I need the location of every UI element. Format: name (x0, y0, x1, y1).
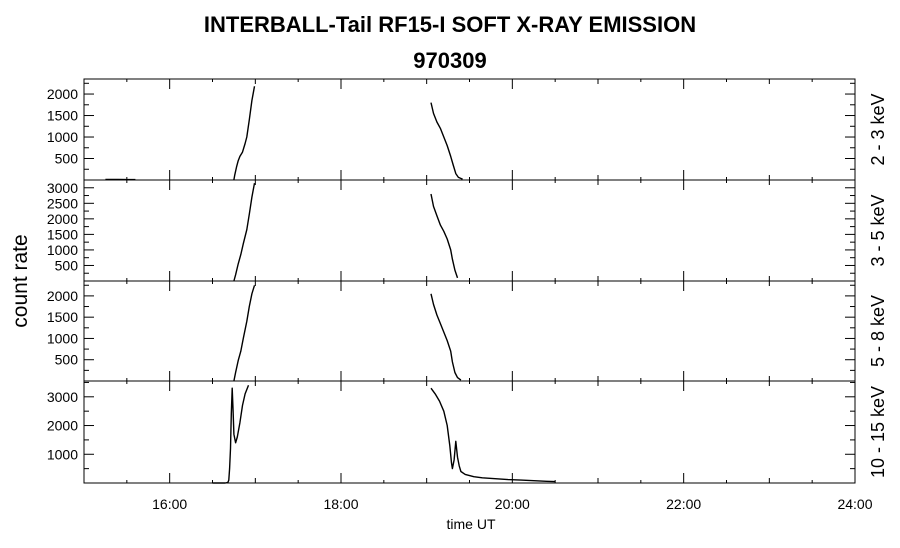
y-tick-label: 500 (55, 151, 79, 167)
panel-frame-2 (83, 179, 856, 282)
series-2-segment-1 (233, 182, 256, 282)
y-tick-label: 2500 (47, 195, 78, 211)
channel-label-2: 3 - 5 keV (868, 194, 888, 266)
x-tick-label: 18:00 (323, 496, 358, 512)
series-3-segment-1 (233, 285, 256, 382)
series-1-segment-2 (233, 86, 256, 180)
y-tick-label: 2000 (47, 211, 78, 227)
y-tick-label: 2000 (47, 288, 78, 304)
y-tick-label: 1000 (47, 446, 78, 462)
x-tick-label: 24:00 (837, 496, 872, 512)
series-2-segment-2 (430, 193, 459, 279)
series-4-segment-2 (430, 387, 556, 483)
chart-subtitle: 970309 (413, 48, 487, 73)
channel-label-3: 5 - 8 keV (868, 295, 888, 367)
chart-title: INTERBALL-Tail RF15-I SOFT X-RAY EMISSIO… (203, 12, 697, 37)
panel-frame-1 (83, 78, 856, 181)
y-tick-label: 1000 (47, 129, 78, 145)
y-axis-label: count rate (9, 234, 32, 327)
y-tick-label: 1500 (47, 226, 78, 242)
x-tick-label: 20:00 (495, 496, 530, 512)
y-tick-label: 500 (55, 352, 79, 368)
panel-frame-3 (83, 280, 856, 382)
x-axis-label: time UT (447, 516, 496, 532)
y-tick-label: 500 (55, 257, 79, 273)
y-tick-label: 2000 (47, 418, 78, 434)
series-1-segment-3 (430, 102, 463, 180)
series-3-segment-2 (430, 293, 462, 381)
y-tick-label: 1000 (47, 242, 78, 258)
x-tick-label: 16:00 (152, 496, 187, 512)
y-tick-label: 1000 (47, 330, 78, 346)
y-tick-label: 3000 (47, 180, 78, 196)
channel-label-4: 10 - 15 keV (868, 386, 888, 478)
channel-label-1: 2 - 3 keV (868, 93, 888, 165)
y-tick-label: 1500 (47, 309, 78, 325)
y-tick-label: 3000 (47, 389, 78, 405)
x-tick-label: 22:00 (666, 496, 701, 512)
panel-frame-4 (83, 380, 856, 484)
y-tick-label: 1500 (47, 108, 78, 124)
y-tick-label: 2000 (47, 86, 78, 102)
series-4-segment-1 (212, 385, 250, 484)
